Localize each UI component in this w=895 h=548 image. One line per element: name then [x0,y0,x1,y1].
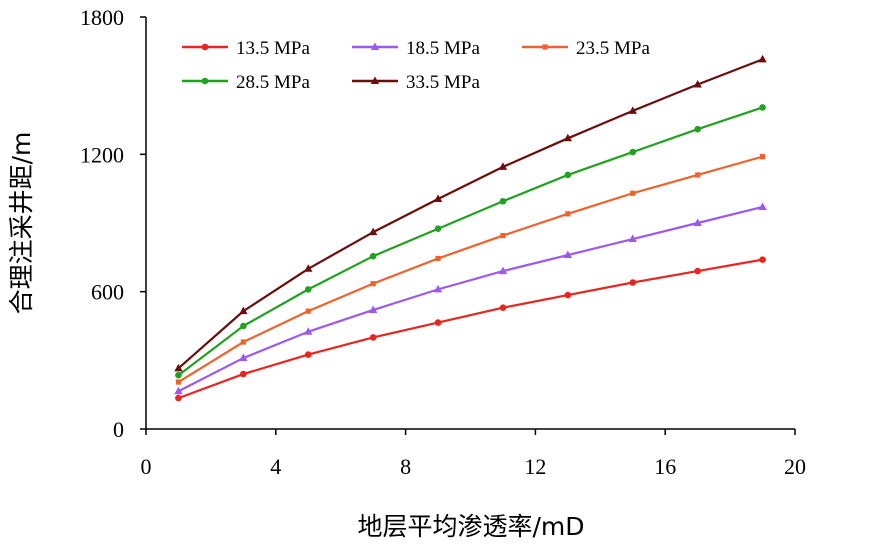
legend-item: 23.5 MPa [522,38,650,59]
data-point [693,80,702,88]
x-tick-label: 4 [270,454,281,479]
x-tick-label: 0 [141,454,152,479]
series-layer [174,54,767,402]
x-tick-label: 8 [400,454,411,479]
data-point [694,267,701,275]
data-point [563,133,573,142]
data-point [433,194,443,202]
data-point [175,379,182,385]
data-point [629,279,637,286]
data-point [433,284,443,293]
data-point [758,202,767,210]
legend-label: 13.5 MPa [236,38,310,59]
legend-swatch-marker [370,42,380,50]
data-point [628,106,637,114]
legend-swatch-marker [370,76,380,84]
series-4 [175,104,766,379]
data-point [239,353,248,362]
legend: 13.5 MPa 18.5 MPa 23.5 MPa 28.5 MPa 33.5 MPa [182,38,650,93]
data-point [369,252,377,260]
data-point [499,197,507,205]
data-point [368,227,378,236]
series-line [177,58,763,370]
data-point [304,327,313,335]
data-point [498,162,508,170]
legend-swatch-marker [201,77,209,85]
legend-item: 33.5 MPa [352,72,480,93]
data-point [304,264,313,272]
x-tick-label: 16 [654,454,676,479]
series-line [177,106,763,377]
data-point [564,291,572,299]
series-line [178,258,763,400]
data-point [694,125,701,133]
legend-item: 18.5 MPa [352,38,480,59]
data-point [758,54,767,63]
series-line [177,155,763,384]
legend-item: 13.5 MPa [182,38,310,59]
series-2 [174,202,767,395]
data-point [499,304,507,311]
data-point [240,370,247,378]
legend-item: 28.5 MPa [182,72,310,93]
data-point [305,308,311,314]
x-tick-label: 20 [784,454,806,479]
data-point [693,218,702,226]
legend-label: 28.5 MPa [236,72,310,93]
legend-label: 33.5 MPa [406,72,480,93]
data-point [629,148,637,156]
data-point [368,305,378,313]
data-point [369,334,377,341]
y-tick-label: 0 [113,417,124,442]
data-point [240,339,246,345]
y-tick-label: 1200 [80,142,124,167]
data-point [759,256,766,263]
data-point [564,171,572,179]
data-point [563,250,573,259]
data-point [175,371,182,379]
x-tick-label: 12 [524,454,546,479]
data-point [174,386,183,395]
legend-swatch-marker [542,44,548,50]
axes: 0 4 8 12 16 20 0 600 1200 1800 [80,5,806,479]
series-5 [174,54,767,372]
data-point [304,286,312,293]
data-point [565,211,571,217]
data-point [630,190,636,196]
data-point [695,172,701,178]
y-axis-title: 合理注采井距/m [7,132,36,315]
data-point [435,255,441,262]
y-tick-label: 600 [91,280,124,305]
data-point [174,363,183,372]
data-point [500,232,506,239]
data-point [175,394,182,402]
data-point [240,322,247,330]
data-point [304,351,312,358]
data-point [628,234,637,243]
series-line [177,205,763,393]
series-1 [175,256,766,402]
series-3 [175,154,766,385]
legend-label: 18.5 MPa [406,38,480,59]
data-point [434,225,442,233]
data-point [434,319,442,326]
data-point [759,154,766,160]
data-point [239,306,248,315]
data-point [759,104,766,111]
y-tick-label: 1800 [80,5,124,30]
data-point [370,281,376,287]
legend-label: 23.5 MPa [576,38,650,59]
legend-swatch-marker [201,43,209,51]
data-point [498,266,508,275]
x-axis-title: 地层平均渗透率/mD [357,512,584,541]
